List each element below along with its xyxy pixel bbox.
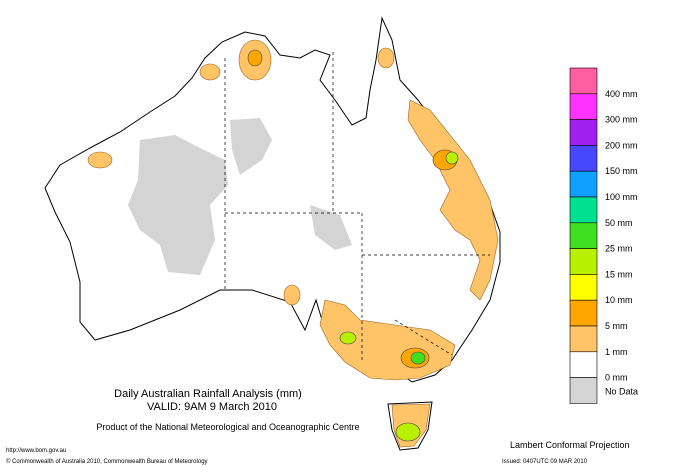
legend-swatch — [569, 299, 598, 327]
legend-swatch — [569, 170, 598, 198]
legend-label: 150 mm — [605, 166, 638, 176]
projection: Lambert Conformal Projection — [510, 440, 630, 450]
legend-swatch — [569, 248, 598, 275]
issued: Issued: 0407UTC 09 MAR 2010 — [502, 459, 588, 465]
no-data-areas — [128, 118, 352, 275]
legend-swatch — [569, 93, 598, 120]
legend-label: 25 mm — [605, 244, 633, 254]
legend-label: 200 mm — [605, 140, 638, 150]
legend: 400 mm 300 mm 200 mm 150 mm 100 mm 50 mm 25 mm… — [569, 67, 638, 404]
copyright: © Commonwealth of Australia 2010, Common… — [6, 458, 208, 465]
legend-label: 0 mm — [605, 373, 628, 383]
legend-label: 10 mm — [605, 295, 633, 305]
legend-swatch — [569, 325, 598, 353]
legend-swatch — [569, 119, 598, 146]
product: Product of the National Meteorological a… — [96, 422, 359, 432]
legend-label: 1 mm — [605, 347, 628, 357]
legend-label: 5 mm — [605, 321, 628, 331]
legend-label: 100 mm — [605, 192, 638, 202]
legend-label: 50 mm — [605, 218, 633, 228]
legend-label: 400 mm — [605, 89, 638, 99]
legend-label: 15 mm — [605, 269, 633, 279]
legend-swatch — [569, 67, 598, 95]
legend-swatch — [569, 377, 598, 404]
legend-swatch — [569, 222, 598, 249]
legend-swatch — [569, 274, 598, 301]
legend-swatch — [569, 145, 598, 172]
state-borders — [224, 52, 490, 362]
title: Daily Australian Rainfall Analysis (mm) — [114, 388, 302, 400]
url: http://www.bom.gov.au — [6, 448, 66, 454]
legend-label: 300 mm — [605, 115, 638, 125]
legend-swatch — [569, 196, 598, 224]
heavier-rain — [247, 49, 459, 442]
legend-swatch — [569, 351, 598, 378]
valid-time: VALID: 9AM 9 March 2010 — [147, 401, 277, 413]
legend-label: No Data — [605, 387, 638, 397]
